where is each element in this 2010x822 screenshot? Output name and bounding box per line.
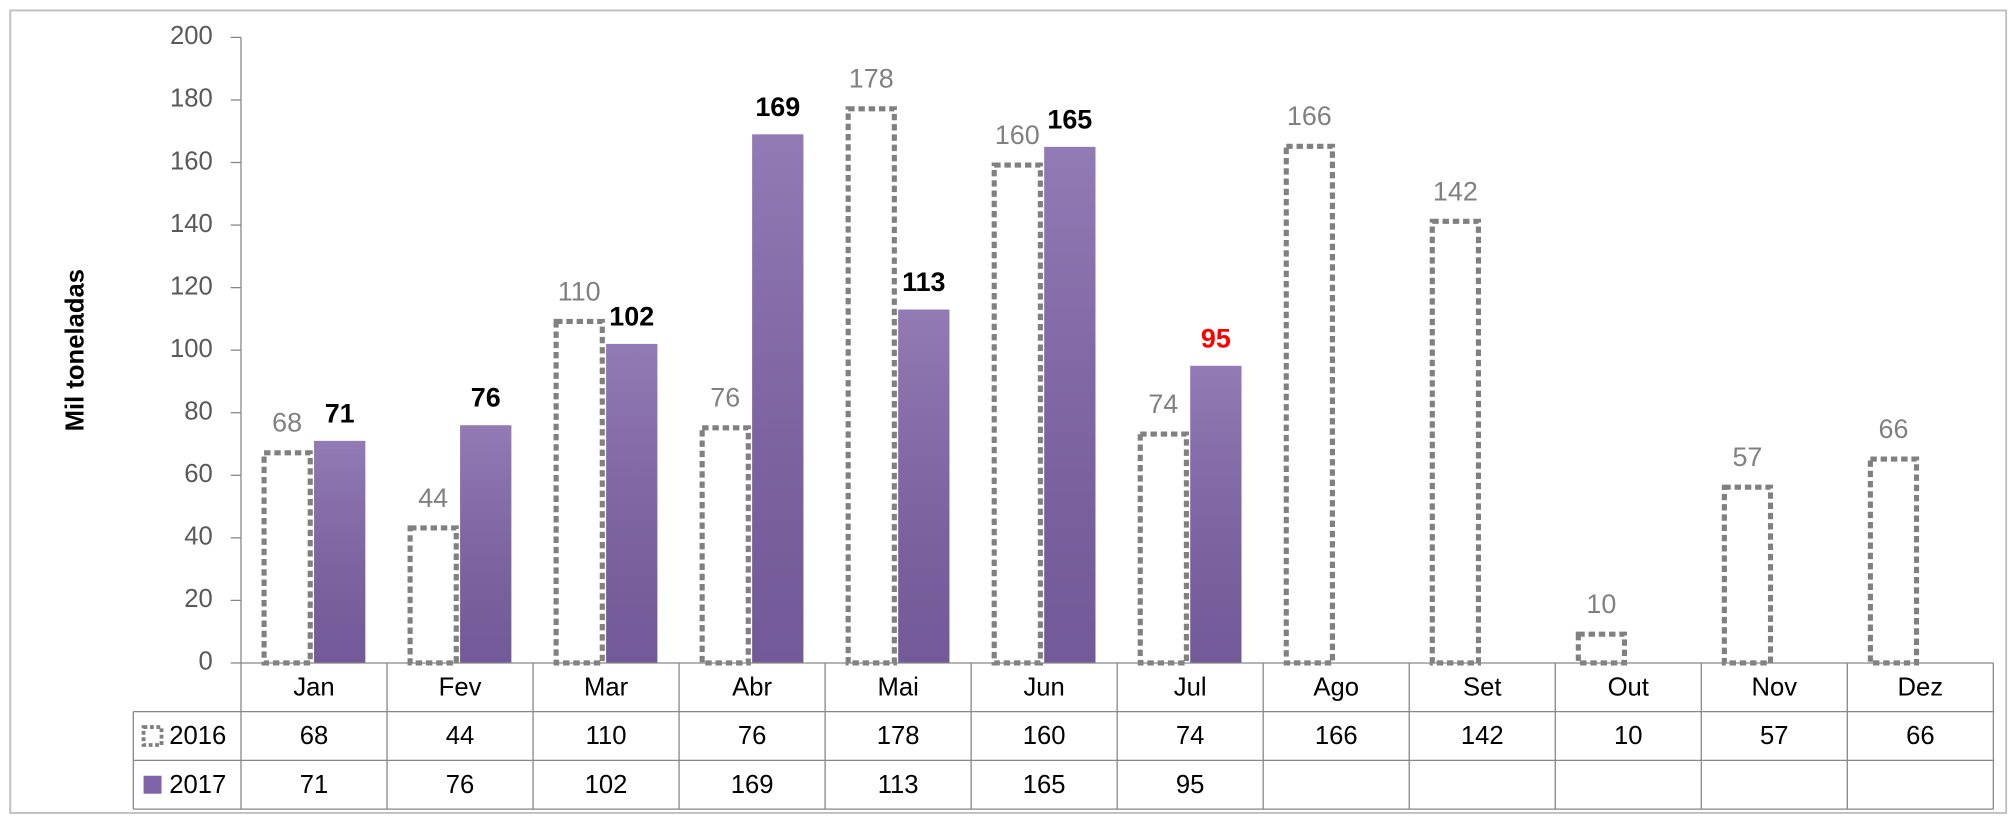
bar xyxy=(1867,456,1920,666)
table-cell: 74 xyxy=(1176,722,1205,750)
y-tick-label: 160 xyxy=(170,147,213,175)
data-label: 110 xyxy=(558,276,601,306)
data-label: 113 xyxy=(902,267,945,297)
y-tick-label: 0 xyxy=(199,648,213,676)
data-label: 44 xyxy=(418,483,448,513)
x-tick-label: Dez xyxy=(1898,673,1944,701)
table-cell: 44 xyxy=(446,722,475,750)
legend-label: 2017 xyxy=(169,771,226,799)
bar-shade xyxy=(1190,365,1242,663)
table-cell: 169 xyxy=(731,771,774,799)
x-tick-label: Nov xyxy=(1752,673,1798,701)
data-label: 160 xyxy=(995,120,1040,150)
table-cell: 95 xyxy=(1176,771,1205,799)
legend-swatch xyxy=(141,725,164,747)
table-cell: 66 xyxy=(1906,722,1935,750)
y-tick-label: 20 xyxy=(184,585,213,613)
bar-shade xyxy=(752,134,804,663)
y-tick-label: 100 xyxy=(170,335,213,363)
x-tick-label: Mai xyxy=(877,673,918,701)
x-tick-label: Jul xyxy=(1174,673,1207,701)
table-cell: 76 xyxy=(446,771,475,799)
bar xyxy=(407,525,459,666)
x-tick-label: Jan xyxy=(293,673,334,701)
table-cell: 178 xyxy=(877,722,920,750)
y-tick-label: 60 xyxy=(184,460,213,488)
table-cell: 166 xyxy=(1315,722,1358,750)
frame xyxy=(9,9,2008,814)
data-label: 76 xyxy=(710,383,740,413)
y-tick-label: 180 xyxy=(170,85,213,113)
x-tick-label: Mar xyxy=(584,673,629,701)
bar xyxy=(1721,484,1774,666)
bar xyxy=(1429,218,1482,666)
table-cell: 68 xyxy=(300,722,329,750)
y-tick-label: 40 xyxy=(184,523,213,551)
y-tick-label: 120 xyxy=(170,272,213,300)
x-tick-label: Set xyxy=(1463,673,1501,701)
table-cell: 165 xyxy=(1023,771,1066,799)
legend-label: 2016 xyxy=(169,722,226,750)
table-cell: 57 xyxy=(1760,722,1789,750)
bar xyxy=(1283,143,1335,666)
bar-shade xyxy=(606,343,658,663)
data-label: 68 xyxy=(272,408,302,438)
bar xyxy=(553,318,605,666)
bar xyxy=(991,162,1043,666)
table-cell: 113 xyxy=(878,771,919,799)
data-label: 76 xyxy=(471,383,501,413)
data-label: 66 xyxy=(1878,414,1908,444)
data-label: 142 xyxy=(1433,176,1478,206)
bar xyxy=(845,106,897,666)
data-label: 95 xyxy=(1201,323,1231,353)
data-label: 74 xyxy=(1148,389,1178,419)
data-label: 166 xyxy=(1287,101,1332,131)
bar-shade xyxy=(314,440,366,663)
data-label: 57 xyxy=(1732,442,1762,472)
legend-swatch xyxy=(143,775,162,794)
table-cell: 110 xyxy=(586,722,627,750)
bar xyxy=(1575,631,1628,666)
data-label: 169 xyxy=(755,92,800,122)
bar xyxy=(1137,431,1189,666)
data-label: 178 xyxy=(849,64,894,94)
x-tick-label: Jun xyxy=(1023,673,1064,701)
data-label: 102 xyxy=(609,301,654,331)
bar xyxy=(699,425,751,666)
y-axis-label: Mil toneladas xyxy=(62,269,90,431)
bar-shade xyxy=(460,425,512,663)
data-label: 10 xyxy=(1586,589,1616,619)
x-tick-label: Abr xyxy=(732,673,772,701)
y-tick-label: 200 xyxy=(170,22,213,50)
bar xyxy=(261,450,313,666)
bar-shade xyxy=(1044,146,1096,663)
table-cell: 160 xyxy=(1023,722,1066,750)
data-label: 165 xyxy=(1047,104,1092,134)
table-cell: 102 xyxy=(585,771,628,799)
table-cell: 142 xyxy=(1461,722,1504,750)
y-tick-label: 140 xyxy=(170,210,213,238)
table-cell: 76 xyxy=(738,722,767,750)
table-cell: 71 xyxy=(300,771,329,799)
x-tick-label: Fev xyxy=(439,673,482,701)
table-cell: 10 xyxy=(1614,722,1643,750)
data-label: 71 xyxy=(325,398,355,428)
y-tick-label: 80 xyxy=(184,397,213,425)
bar-shade xyxy=(898,309,950,663)
x-tick-label: Ago xyxy=(1313,673,1359,701)
x-tick-label: Out xyxy=(1608,673,1649,701)
